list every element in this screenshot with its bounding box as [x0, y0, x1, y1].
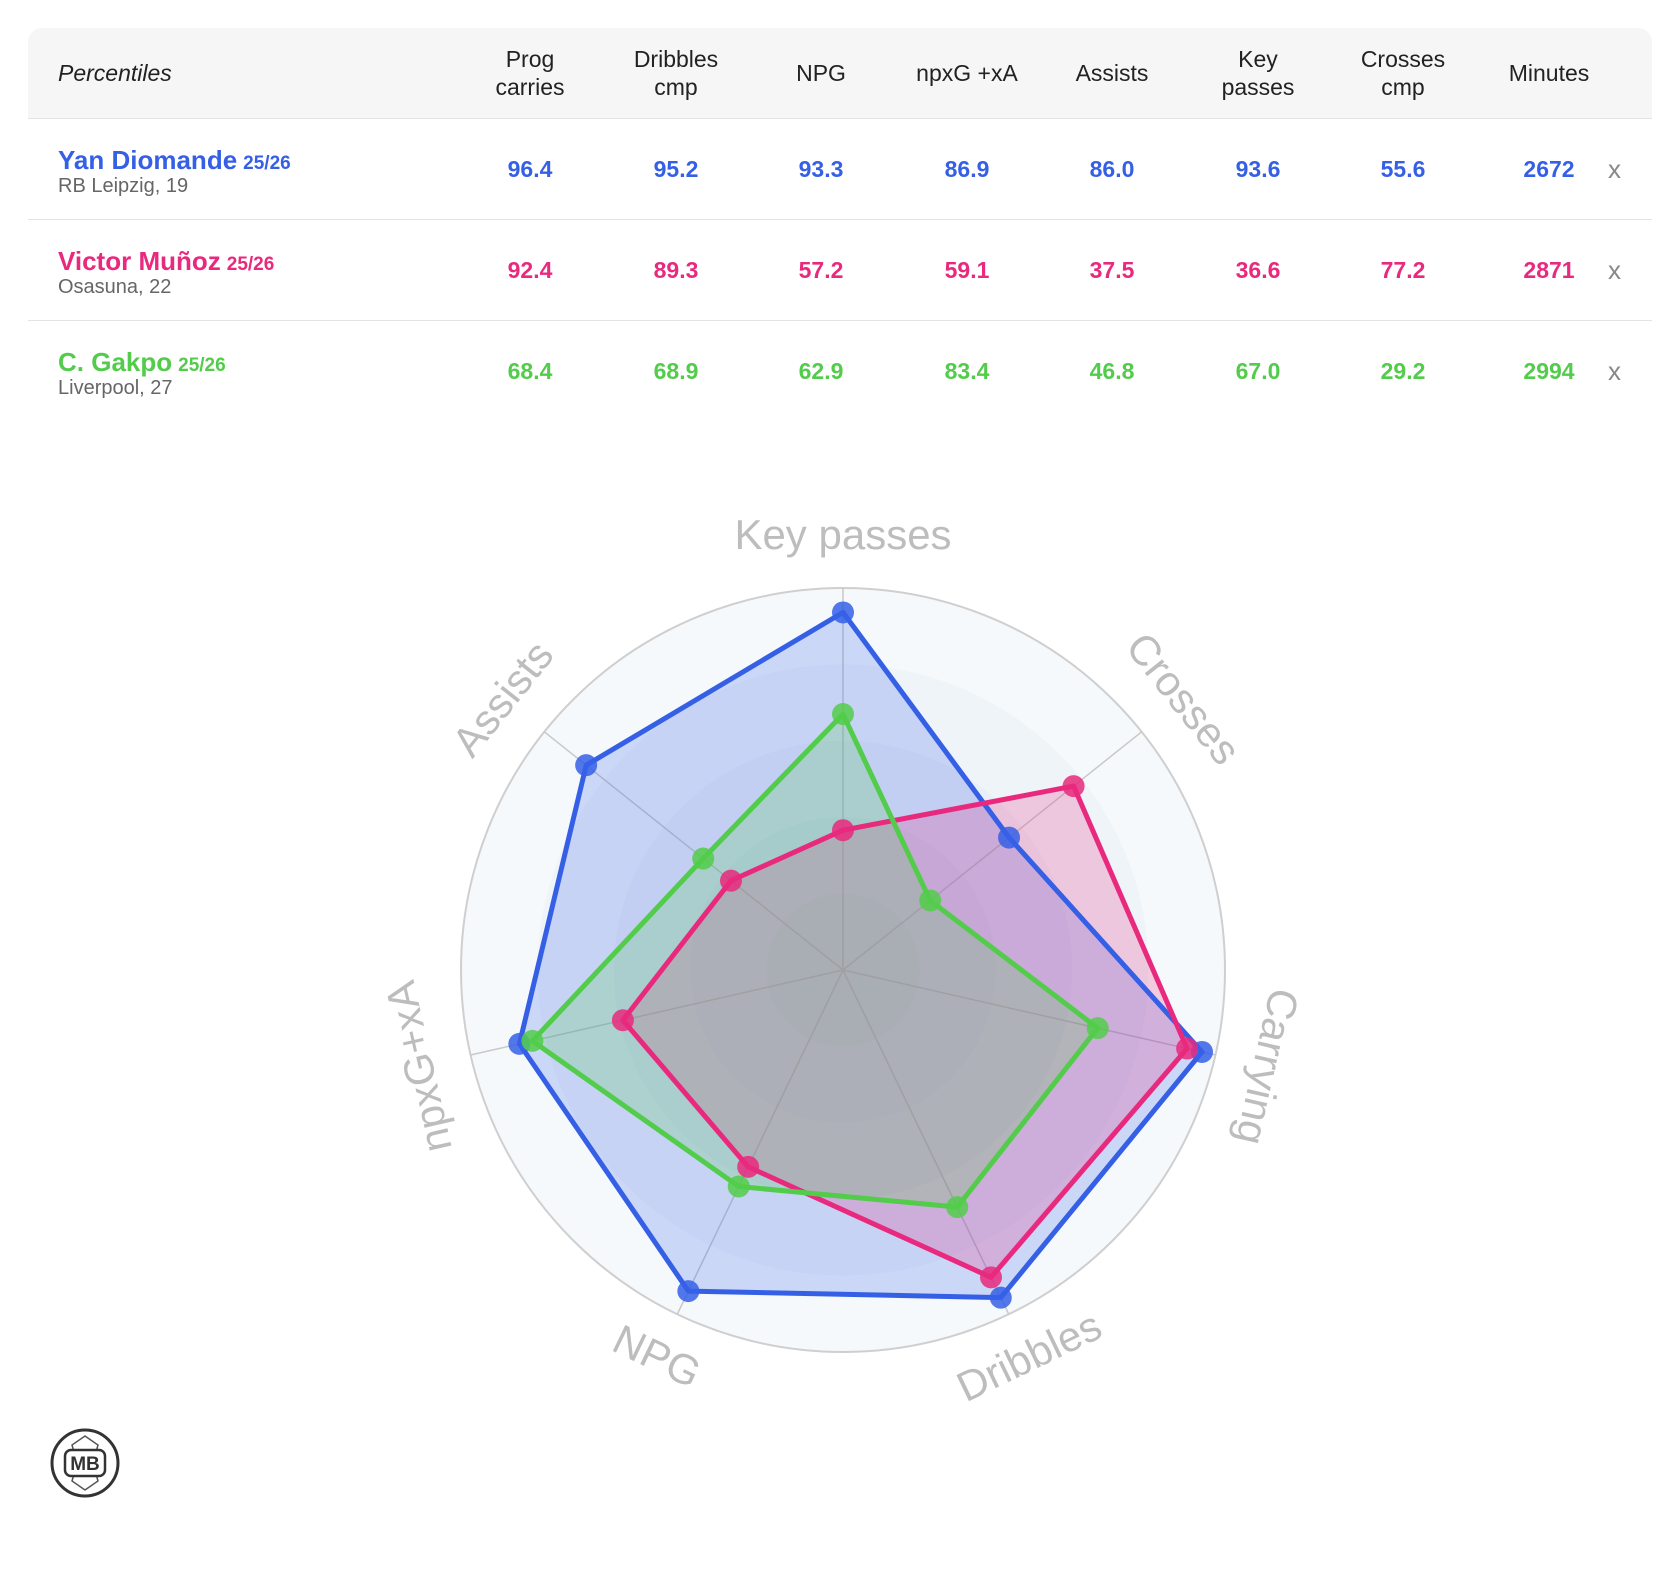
axis-label: Key passes: [734, 511, 951, 558]
player-club: Liverpool, 27: [58, 377, 173, 399]
radar-point[interactable]: [727, 1175, 750, 1198]
player-season: 25/26: [226, 254, 275, 275]
percentile-value: 29.2: [1380, 357, 1426, 384]
column-header-2[interactable]: NPG: [796, 60, 846, 86]
player-club: Osasuna, 22: [58, 276, 172, 298]
player-name[interactable]: Yan Diomande 25/26: [58, 145, 291, 176]
radar-point[interactable]: [692, 847, 715, 870]
percentile-value: 2672: [1523, 155, 1575, 182]
percentile-value: 93.6: [1235, 155, 1281, 182]
radar-point[interactable]: [989, 1286, 1012, 1309]
player-name-text: Victor Muñoz: [58, 246, 221, 276]
player-name-text: C. Gakpo: [58, 347, 173, 377]
percentile-value: 57.2: [798, 256, 844, 283]
percentile-value: 96.4: [507, 155, 553, 182]
radar-point[interactable]: [737, 1155, 760, 1178]
radar-point[interactable]: [677, 1280, 700, 1303]
svg-text:MB: MB: [70, 1454, 100, 1475]
table-body: Yan Diomande 25/26 RB Leipzig, 19 96.4 95.2 9…: [28, 119, 1652, 421]
percentile-value: 95.2: [653, 155, 699, 182]
percentile-value: 37.5: [1089, 256, 1135, 283]
radar-point[interactable]: [946, 1196, 969, 1219]
player-club: RB Leipzig, 19: [58, 175, 189, 197]
axis-label: npxG+xA: [376, 977, 461, 1157]
column-header-1[interactable]: Dribbles cmp: [633, 46, 719, 100]
table-row: Victor Muñoz 25/26 Osasuna, 22 92.4 89.3 57.2…: [28, 220, 1652, 321]
radar-area-series-1: [622, 786, 1188, 1278]
percentile-value: 46.8: [1089, 357, 1135, 384]
remove-player-button[interactable]: x: [1608, 254, 1621, 285]
radar-line-series-2: [529, 711, 1101, 1210]
percentile-value: 68.9: [653, 357, 699, 384]
remove-player-button[interactable]: x: [1608, 355, 1621, 386]
percentile-value: 86.9: [944, 155, 990, 182]
column-header-7[interactable]: Minutes: [1508, 60, 1590, 86]
radar-spoke: [842, 969, 1010, 1315]
percentile-value: 89.3: [653, 256, 699, 283]
player-season: 25/26: [243, 153, 291, 174]
radar-point[interactable]: [1062, 775, 1085, 798]
column-header-3[interactable]: npxG +xA: [916, 60, 1018, 86]
player-name[interactable]: Victor Muñoz 25/26: [58, 246, 274, 277]
radar-line-series-0: [516, 609, 1205, 1301]
radar-spoke: [676, 969, 844, 1315]
percentile-value: 36.6: [1235, 256, 1281, 283]
table-header: Percentiles Prog carries Dribbles cmp NPG npx…: [28, 28, 1652, 119]
column-header-0[interactable]: Prog carries: [495, 46, 565, 100]
percentile-value: 2871: [1523, 256, 1575, 283]
column-header-6[interactable]: Crosses cmp: [1360, 46, 1446, 100]
table-row: Yan Diomande 25/26 RB Leipzig, 19 96.4 95.2 9…: [28, 119, 1652, 220]
radar-point[interactable]: [1086, 1017, 1109, 1040]
radar-area-series-2: [532, 714, 1098, 1208]
mb-logo-icon: MB: [50, 1428, 120, 1498]
percentile-value: 93.3: [798, 155, 844, 182]
radar-spoke: [842, 969, 1216, 1056]
radar-point[interactable]: [980, 1266, 1003, 1289]
percentile-value: 55.6: [1380, 155, 1426, 182]
radar-point[interactable]: [1176, 1037, 1199, 1060]
percentile-value: 59.1: [944, 256, 990, 283]
axis-label: NPG: [606, 1315, 708, 1397]
radar-line-series-1: [620, 783, 1190, 1280]
radar-point[interactable]: [611, 1009, 634, 1032]
percentile-value: 86.0: [1089, 155, 1135, 182]
percentile-value: 2994: [1523, 357, 1575, 384]
column-header-5[interactable]: Key passes: [1221, 46, 1295, 100]
table-row: C. Gakpo 25/26 Liverpool, 27 68.4 68.9 62.9 83…: [28, 321, 1652, 421]
percentiles-header: Percentiles: [58, 59, 172, 86]
axis-label: Carrying: [1227, 984, 1308, 1149]
remove-player-button[interactable]: x: [1608, 153, 1621, 184]
player-name-text: Yan Diomande: [58, 145, 238, 175]
radar-point[interactable]: [832, 819, 854, 842]
radar-point[interactable]: [575, 754, 598, 777]
column-header-4[interactable]: Assists: [1075, 60, 1149, 86]
radar-point[interactable]: [832, 703, 854, 726]
radar-point[interactable]: [832, 601, 854, 624]
percentile-value: 77.2: [1380, 256, 1426, 283]
player-name[interactable]: C. Gakpo 25/26: [58, 347, 226, 378]
percentile-value: 92.4: [507, 256, 553, 283]
radar-area-series-0: [519, 612, 1202, 1298]
radar-point[interactable]: [521, 1029, 544, 1052]
radar-spoke: [842, 731, 1143, 971]
radar-point[interactable]: [998, 826, 1021, 849]
percentile-value: 83.4: [944, 357, 990, 384]
radar-point[interactable]: [720, 869, 743, 892]
percentiles-table: Percentiles Prog carries Dribbles cmp NPG npx…: [28, 28, 1652, 421]
percentile-value: 62.9: [798, 357, 844, 384]
percentile-value: 68.4: [507, 357, 553, 384]
radar-point[interactable]: [919, 889, 942, 912]
percentile-value: 67.0: [1235, 357, 1281, 384]
player-season: 25/26: [178, 355, 226, 376]
